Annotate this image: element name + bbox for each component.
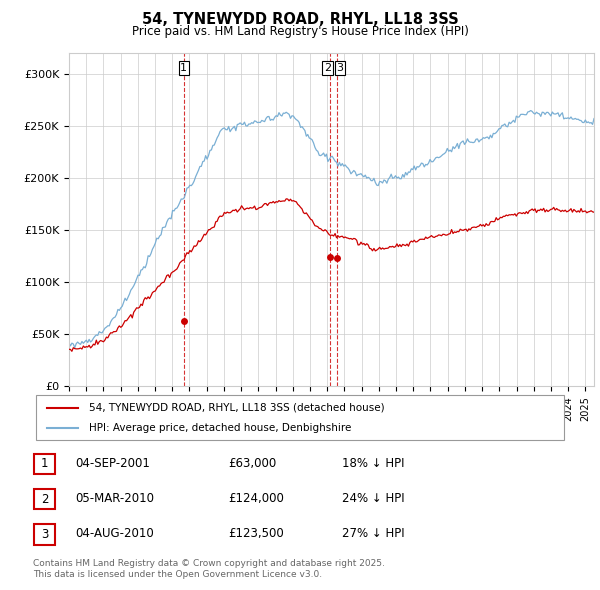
Text: 04-AUG-2010: 04-AUG-2010 xyxy=(75,527,154,540)
Text: 3: 3 xyxy=(337,63,343,73)
Text: 18% ↓ HPI: 18% ↓ HPI xyxy=(342,457,404,470)
Text: 2: 2 xyxy=(41,493,48,506)
FancyBboxPatch shape xyxy=(34,525,55,545)
FancyBboxPatch shape xyxy=(34,454,55,474)
Text: 27% ↓ HPI: 27% ↓ HPI xyxy=(342,527,404,540)
Text: £123,500: £123,500 xyxy=(228,527,284,540)
Text: 1: 1 xyxy=(41,457,48,470)
FancyBboxPatch shape xyxy=(34,489,55,509)
Text: 04-SEP-2001: 04-SEP-2001 xyxy=(75,457,150,470)
Text: £124,000: £124,000 xyxy=(228,492,284,505)
Text: 05-MAR-2010: 05-MAR-2010 xyxy=(75,492,154,505)
Text: £63,000: £63,000 xyxy=(228,457,276,470)
Text: Contains HM Land Registry data © Crown copyright and database right 2025.: Contains HM Land Registry data © Crown c… xyxy=(33,559,385,568)
Text: 3: 3 xyxy=(41,528,48,541)
Text: 54, TYNEWYDD ROAD, RHYL, LL18 3SS (detached house): 54, TYNEWYDD ROAD, RHYL, LL18 3SS (detac… xyxy=(89,403,385,412)
FancyBboxPatch shape xyxy=(36,395,564,440)
Text: Price paid vs. HM Land Registry's House Price Index (HPI): Price paid vs. HM Land Registry's House … xyxy=(131,25,469,38)
Text: This data is licensed under the Open Government Licence v3.0.: This data is licensed under the Open Gov… xyxy=(33,571,322,579)
Text: 2: 2 xyxy=(324,63,331,73)
Text: 54, TYNEWYDD ROAD, RHYL, LL18 3SS: 54, TYNEWYDD ROAD, RHYL, LL18 3SS xyxy=(142,12,458,27)
Text: 24% ↓ HPI: 24% ↓ HPI xyxy=(342,492,404,505)
Text: HPI: Average price, detached house, Denbighshire: HPI: Average price, detached house, Denb… xyxy=(89,424,351,434)
Text: 1: 1 xyxy=(180,63,187,73)
